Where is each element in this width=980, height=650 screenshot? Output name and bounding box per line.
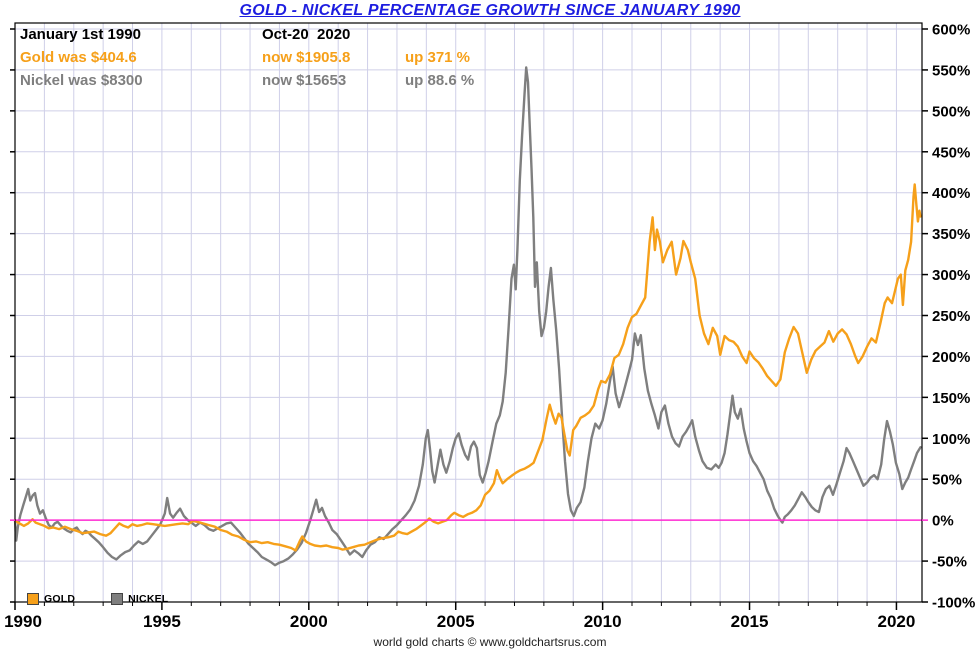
y-tick-label: -100% [932,595,975,612]
y-tick-label: 50% [932,472,962,489]
y-tick-label: 400% [932,185,970,202]
annotation-start-column: January 1st 1990 Gold was $404.6 Nickel … [20,26,143,95]
legend: GOLD NICKEL [27,593,168,605]
y-tick-label: 600% [932,22,970,39]
x-tick-label: 2000 [290,612,328,631]
legend-label-nickel: NICKEL [128,593,169,605]
y-tick-label: 550% [932,62,970,79]
y-tick-label: 0% [932,513,954,530]
annotation-nickel-start: Nickel was $8300 [20,72,143,89]
legend-item-nickel: NICKEL [111,593,168,605]
annotation-now-column: Oct-20 2020 now $1905.8 now $15653 [262,26,350,95]
x-tick-label: 2005 [437,612,475,631]
x-tick-label: 1995 [143,612,181,631]
annotation-gold-change: up 371 % [405,49,471,66]
x-tick-label: 2020 [878,612,916,631]
footer-credit: world gold charts © www.goldchartsrus.co… [373,635,607,649]
legend-label-gold: GOLD [44,593,76,605]
nickel-swatch-icon [111,593,124,605]
gold-swatch-icon [27,593,39,605]
annotation-change-column: up 371 % up 88.6 % [405,49,474,95]
y-tick-label: -50% [932,554,967,571]
annotation-gold-now: now $1905.8 [262,49,351,66]
annotation-nickel-change: up 88.6 % [405,72,475,89]
annotation-now-date: Oct-20 2020 [262,26,351,43]
gold-series-line [13,183,922,552]
nickel-series-line [13,66,922,567]
y-tick-label: 200% [932,349,970,366]
annotation-nickel-now: now $15653 [262,72,347,89]
x-tick-label: 1990 [4,612,42,631]
x-tick-label: 2015 [731,612,769,631]
y-tick-label: 250% [932,308,970,325]
x-tick-label: 2010 [584,612,622,631]
y-tick-label: 300% [932,267,970,284]
y-tick-label: 150% [932,390,970,407]
plot-border [14,22,923,603]
y-tick-label: 450% [932,144,970,161]
y-tick-label: 100% [932,431,970,448]
annotation-gold-start: Gold was $404.6 [20,49,137,66]
annotation-start-date: January 1st 1990 [20,26,141,43]
chart-title: GOLD - NICKEL PERCENTAGE GROWTH SINCE JA… [239,2,741,19]
legend-item-gold: GOLD [27,593,75,605]
y-tick-label: 350% [932,226,970,243]
y-tick-label: 500% [932,103,970,120]
